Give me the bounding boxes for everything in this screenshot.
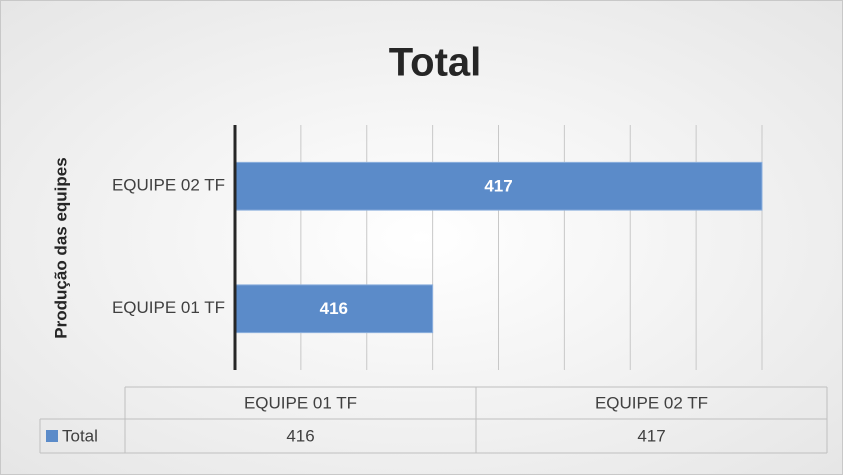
data-label: 417 — [484, 177, 512, 196]
y-tick-label: EQUIPE 01 TF — [112, 298, 225, 317]
chart-title: Total — [389, 41, 482, 85]
table-header: EQUIPE 01 TF — [244, 393, 357, 412]
bar — [234, 161, 763, 211]
data-label: 416 — [320, 299, 348, 318]
legend-label: Total — [62, 426, 98, 445]
legend-key — [46, 430, 58, 442]
table-header: EQUIPE 02 TF — [595, 393, 708, 412]
bar — [234, 284, 434, 334]
y-tick-label: EQUIPE 02 TF — [112, 176, 225, 195]
table-cell: 417 — [637, 426, 665, 445]
table-cell: 416 — [286, 426, 314, 445]
y-axis-title: Produção das equipes — [51, 157, 70, 338]
